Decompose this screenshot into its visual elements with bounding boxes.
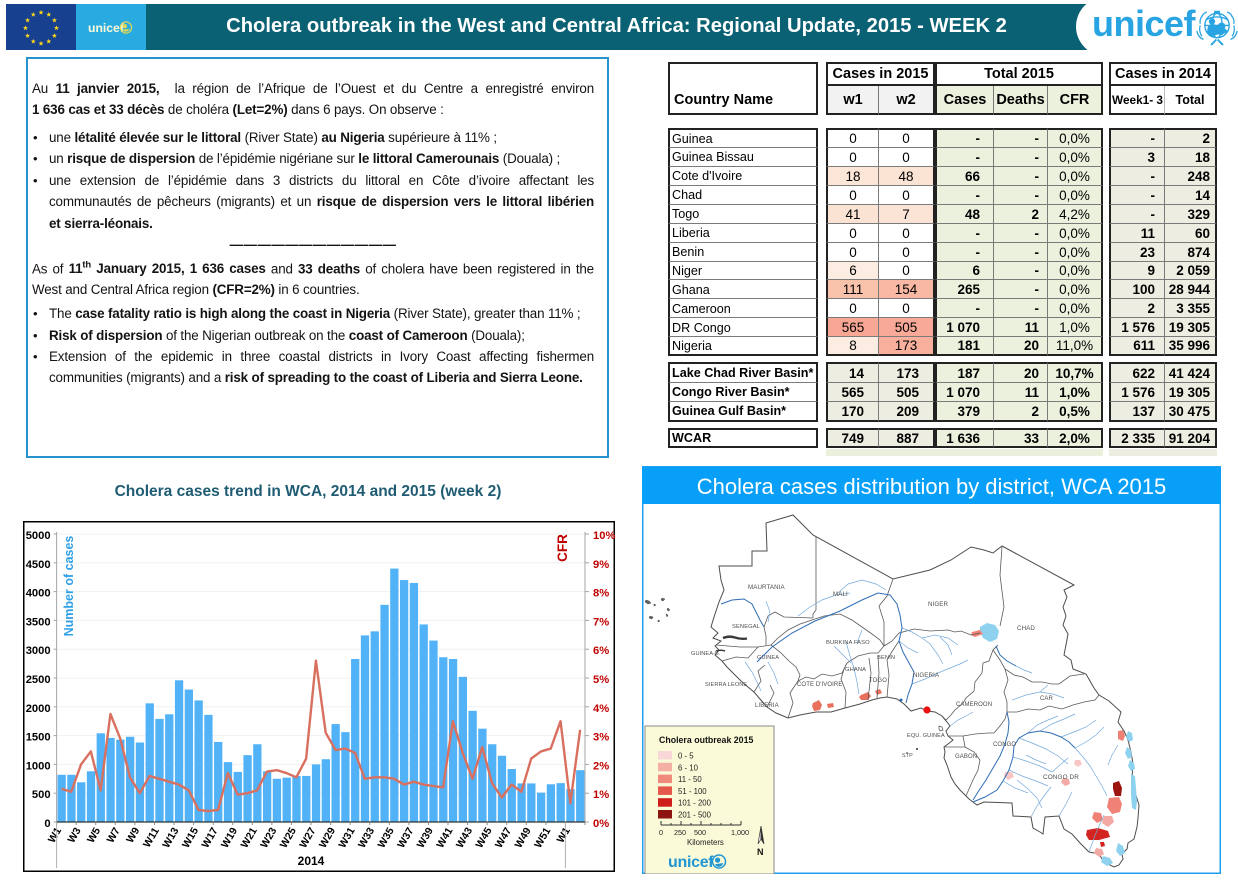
svg-text:6 - 10: 6 - 10 — [678, 763, 699, 772]
svg-text:8%: 8% — [593, 588, 609, 600]
svg-text:TOGO: TOGO — [869, 678, 887, 684]
svg-text:250: 250 — [674, 828, 686, 837]
svg-text:STP: STP — [902, 753, 913, 759]
svg-text:3%: 3% — [593, 732, 609, 744]
svg-text:EQU. GUINEA: EQU. GUINEA — [907, 733, 945, 739]
svg-text:GUINEA: GUINEA — [757, 655, 779, 661]
svg-text:Kilometers: Kilometers — [687, 838, 724, 847]
svg-text:1%: 1% — [593, 789, 609, 801]
svg-text:BENIN: BENIN — [877, 655, 895, 661]
svg-text:4%: 4% — [593, 703, 609, 715]
svg-text:0 - 5: 0 - 5 — [678, 752, 694, 761]
svg-text:MALI: MALI — [833, 591, 848, 598]
svg-text:NIGERIA: NIGERIA — [913, 672, 940, 679]
svg-text:1000: 1000 — [26, 760, 51, 772]
svg-text:4000: 4000 — [26, 588, 51, 600]
svg-text:CFR: CFR — [555, 534, 570, 562]
svg-text:201 - 500: 201 - 500 — [678, 811, 712, 820]
svg-text:3000: 3000 — [26, 645, 51, 657]
svg-text:1500: 1500 — [26, 732, 51, 744]
svg-text:500: 500 — [32, 789, 51, 801]
svg-text:5%: 5% — [593, 674, 609, 686]
svg-text:LIBERIA: LIBERIA — [755, 703, 779, 709]
svg-text:6%: 6% — [593, 645, 609, 657]
svg-text:BURKINA FASO: BURKINA FASO — [826, 640, 870, 646]
svg-text:MAURTANIA: MAURTANIA — [748, 584, 786, 591]
svg-text:SENEGAL: SENEGAL — [732, 624, 761, 630]
svg-text:CONGO DR: CONGO DR — [1043, 774, 1079, 781]
svg-text:1,000: 1,000 — [731, 828, 749, 837]
svg-text:GHANA: GHANA — [845, 667, 866, 673]
svg-text:CHAD: CHAD — [1017, 625, 1035, 632]
svg-text:2%: 2% — [593, 760, 609, 772]
svg-text:51 - 100: 51 - 100 — [678, 787, 707, 796]
svg-text:CAMEROON: CAMEROON — [956, 702, 992, 708]
svg-text:Cholera cases distribution by: Cholera cases distribution by district, … — [697, 474, 1167, 499]
svg-text:CAR: CAR — [1040, 696, 1054, 702]
svg-text:0: 0 — [44, 818, 50, 830]
svg-text:3500: 3500 — [26, 616, 51, 628]
svg-text:101 - 200: 101 - 200 — [678, 799, 712, 808]
svg-text:unicef: unicef — [668, 854, 714, 871]
svg-text:2500: 2500 — [26, 674, 51, 686]
svg-text:unicef: unicef — [88, 21, 125, 35]
svg-text:7%: 7% — [593, 616, 609, 628]
svg-text:0%: 0% — [593, 818, 609, 830]
svg-text:4500: 4500 — [26, 559, 51, 571]
svg-text:2000: 2000 — [26, 703, 51, 715]
svg-text:Number of cases: Number of cases — [62, 536, 76, 637]
svg-text:2014: 2014 — [298, 854, 325, 868]
svg-text:10%: 10% — [593, 530, 615, 542]
svg-text:COTE D'IVOIRE: COTE D'IVOIRE — [797, 682, 842, 688]
svg-text:500: 500 — [694, 828, 706, 837]
svg-text:11 - 50: 11 - 50 — [678, 775, 702, 784]
svg-text:9%: 9% — [593, 559, 609, 571]
svg-text:Cholera outbreak 2015: Cholera outbreak 2015 — [659, 735, 753, 745]
svg-text:NIGER: NIGER — [928, 601, 949, 608]
svg-text:0: 0 — [659, 828, 663, 837]
svg-text:GABON: GABON — [955, 754, 977, 760]
svg-text:CONGO: CONGO — [993, 742, 1016, 748]
svg-text:GUINEA-B.: GUINEA-B. — [691, 651, 721, 657]
svg-text:N: N — [757, 847, 764, 857]
svg-text:5000: 5000 — [26, 530, 51, 542]
svg-text:SIERRA LEONE: SIERRA LEONE — [705, 682, 747, 688]
